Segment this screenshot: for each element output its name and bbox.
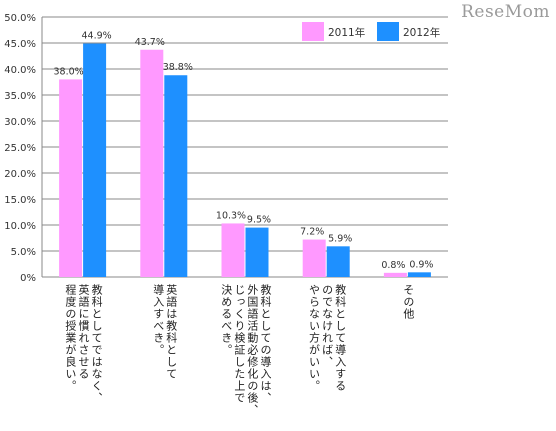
category-label-line: やらない方がいい。 [307,284,321,392]
y-tick-label: 50.0% [4,13,36,24]
data-label: 7.2% [300,227,324,238]
bar [302,239,326,277]
legend-swatch [302,22,324,41]
x-category-label: 教科として導入する のでなければ、 やらない方がいい。 [307,284,347,430]
y-tick-label: 40.0% [4,65,36,76]
bar [59,79,83,278]
category-label-line: 外国語活動必修化の後、 [245,284,259,416]
category-label-line: 程度の授業が良い。 [63,284,77,392]
data-label: 38.8% [163,62,193,73]
bar [245,227,269,277]
bar [83,43,107,277]
data-labels: 38.0% 43.7% 10.3% 7.2% 0.8% 44.9% 38.8% 9.5% 5.9… [54,31,434,271]
x-category-label: 英語は教科として 導入すべき。 [151,284,178,430]
category-label-line: じっくり検証した上で [232,284,246,404]
data-label: 43.7% [135,37,165,48]
category-label-line: 教科として導入する [333,284,347,392]
resemom-watermark: ReseMom [461,2,550,22]
y-tick-label: 5.0% [11,247,36,258]
data-label: 9.5% [247,215,271,226]
legend: 2011年 2012年 [302,22,440,41]
bars [59,43,431,278]
y-tick-label: 30.0% [4,117,36,128]
y-tick-label: 0% [20,273,36,284]
bar [407,272,431,277]
legend-label: 2011年 [328,26,365,39]
bar [383,272,407,277]
y-tick-label: 10.0% [4,221,36,232]
legend-label: 2012年 [403,26,440,39]
category-label-line: 決めるべき。 [219,284,233,356]
bar [221,223,245,277]
y-axis-ticks: 0% 5.0% 10.0% 15.0% 20.0% 25.0% 30.0% 35.0% 40.0… [4,13,36,284]
category-label-line: 英語は教科として [164,284,178,380]
category-label-line: 英語に慣れさせる [77,284,90,380]
category-label-line: 導入すべき。 [151,284,165,356]
legend-swatch [377,22,399,41]
category-label-line: 教科としての導入は、 [259,284,272,404]
y-tick-label: 15.0% [4,195,36,206]
category-label-line: その他 [401,284,415,320]
gridlines [41,16,448,278]
y-tick-label: 35.0% [4,91,36,102]
bar [326,246,350,277]
x-category-label: 教科としての導入は、 外国語活動必修化の後、 じっくり検証した上で 決めるべき。 [219,284,272,430]
x-category-label: 教科としてではなく、 英語に慣れさせる 程度の授業が良い。 [63,284,104,430]
y-tick-label: 20.0% [4,169,36,180]
y-tick-label: 25.0% [4,143,36,154]
bar [164,75,188,278]
data-label: 0.9% [409,259,433,270]
category-label-line: 教科としてではなく、 [90,284,104,404]
y-tick-label: 45.0% [4,39,36,50]
bar [140,49,164,278]
x-category-label: その他 [401,284,415,430]
data-label: 38.0% [54,66,84,77]
data-label: 5.9% [328,233,352,244]
data-label: 44.9% [82,31,112,42]
data-label: 10.3% [216,210,246,221]
data-label: 0.8% [381,260,405,271]
category-label-line: のでなければ、 [320,284,334,368]
